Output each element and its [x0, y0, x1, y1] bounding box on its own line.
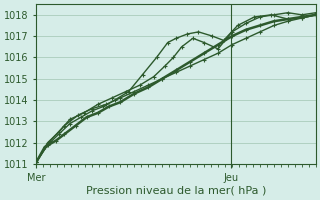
X-axis label: Pression niveau de la mer( hPa ): Pression niveau de la mer( hPa ) — [86, 186, 266, 196]
